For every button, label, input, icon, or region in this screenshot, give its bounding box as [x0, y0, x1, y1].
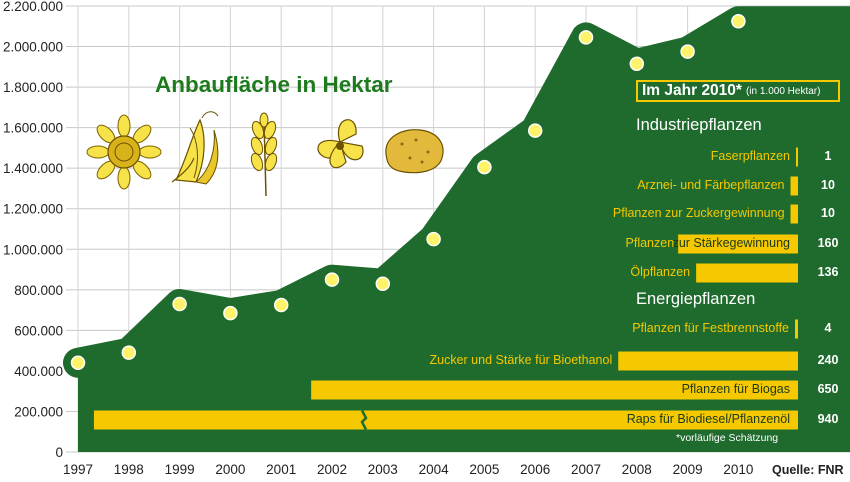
inset-row-value: 240 — [817, 353, 839, 367]
rapeseed-flower-icon — [317, 119, 364, 169]
inset-unit-label: (in 1.000 Hektar) — [745, 85, 821, 97]
inset-row-value: 1 — [824, 149, 832, 163]
y-tick-label: 600.000 — [14, 323, 63, 338]
inset-bar — [696, 263, 798, 283]
data-point — [680, 44, 695, 59]
inset-row-value: 650 — [817, 382, 839, 396]
data-point — [426, 231, 441, 247]
inset-bar — [678, 234, 798, 254]
sunflower-icon — [86, 114, 162, 190]
area-fill — [78, 21, 850, 452]
inset-bar — [311, 380, 798, 400]
inset-row-value: 940 — [817, 412, 839, 426]
axis-break-mark — [360, 409, 368, 431]
inset-row-label: Arznei- und Färbepflanzen — [637, 178, 785, 192]
inset-bar — [790, 204, 798, 224]
inset-row-label: Pflanzen zur Zuckergewinnung — [612, 206, 785, 220]
footnote: *vorläufige Schätzung — [676, 432, 779, 444]
inset-row-label: Pflanzen für Festbrennstoffe — [632, 321, 790, 335]
data-point — [273, 297, 289, 313]
data-point — [731, 13, 746, 29]
group-title-industrial: Industriepflanzen — [636, 116, 762, 134]
data-point — [70, 355, 86, 371]
x-tick-label: 1997 — [63, 462, 93, 477]
corn-icon — [171, 111, 219, 185]
y-tick-label: 2.200.000 — [3, 0, 63, 14]
x-tick-label: 2000 — [215, 462, 245, 477]
x-axis: 1997 1998 1999 2000 2001 2002 2003 2004 2005 2006… — [63, 462, 753, 477]
y-tick-label: 1.200.000 — [3, 202, 63, 217]
x-tick-label: 2010 — [723, 462, 753, 477]
inset-bar — [795, 319, 798, 339]
data-point — [223, 305, 238, 321]
inset-row-value: 160 — [817, 236, 839, 250]
y-tick-label: 0 — [55, 445, 63, 460]
source-label: Quelle: FNR — [772, 463, 844, 477]
x-tick-label: 2001 — [266, 462, 296, 477]
inset-header: Im Jahr 2010* (in 1.000 Hektar) — [636, 80, 840, 102]
inset-row-value: 136 — [817, 265, 839, 279]
inset-row-label: Raps für Biodiesel/Pflanzenöl — [626, 412, 790, 426]
potato-icon — [385, 129, 444, 174]
data-point — [527, 123, 543, 138]
y-tick-label: 1.000.000 — [3, 242, 63, 257]
x-tick-label: 2004 — [419, 462, 450, 477]
x-tick-label: 2008 — [622, 462, 652, 477]
x-tick-label: 2003 — [368, 462, 398, 477]
inset-bar — [93, 410, 798, 430]
y-tick-label: 1.400.000 — [3, 161, 63, 176]
y-tick-label: 1.800.000 — [3, 80, 63, 95]
data-point — [629, 56, 645, 72]
data-point — [121, 345, 137, 360]
x-tick-label: 1998 — [114, 462, 144, 477]
inset-row-label: Ölpflanzen — [630, 265, 691, 279]
x-tick-label: 1999 — [165, 462, 195, 477]
inset-bar — [796, 147, 798, 167]
y-tick-label: 2.000.000 — [3, 40, 63, 55]
y-tick-label: 200.000 — [14, 404, 63, 419]
wheat-icon — [250, 112, 278, 197]
x-tick-label: 2006 — [520, 462, 550, 477]
data-point — [375, 276, 391, 291]
x-tick-label: 2007 — [571, 462, 601, 477]
data-point — [477, 159, 492, 175]
x-tick-label: 2009 — [673, 462, 703, 477]
inset-row-value: 10 — [821, 178, 835, 192]
y-tick-label: 800.000 — [14, 283, 63, 298]
inset-row-label-prefix: Pflanzen — [625, 236, 675, 250]
inset-row-label: Zucker und Stärke für Bioethanol — [429, 353, 613, 367]
bars-layer — [93, 147, 798, 431]
x-tick-label: 2002 — [317, 462, 347, 477]
inset-row-value: 10 — [821, 206, 835, 220]
chart-title: Anbaufläche in Hektar — [155, 72, 393, 97]
inset-bar — [618, 351, 798, 371]
x-tick-label: 2005 — [469, 462, 499, 477]
y-axis: 0 200.000 400.000 600.000 800.000 1.000.000 1.… — [3, 0, 63, 460]
inset-row-label: Pflanzen für Biogas — [681, 382, 790, 396]
data-point — [578, 30, 594, 45]
inset-year-label: Im Jahr 2010* — [642, 82, 742, 99]
marker-layer — [70, 13, 746, 371]
inset-bar — [790, 176, 798, 196]
inset-row-label: zur Stärkegewinnung — [672, 236, 790, 250]
data-point — [324, 272, 340, 287]
y-tick-label: 1.600.000 — [3, 121, 63, 136]
group-title-energy: Energiepflanzen — [636, 290, 756, 308]
inset-row-value: 4 — [824, 321, 832, 335]
data-point — [172, 296, 187, 312]
y-tick-label: 400.000 — [14, 364, 63, 379]
inset-row-label: Faserpflanzen — [710, 149, 790, 163]
